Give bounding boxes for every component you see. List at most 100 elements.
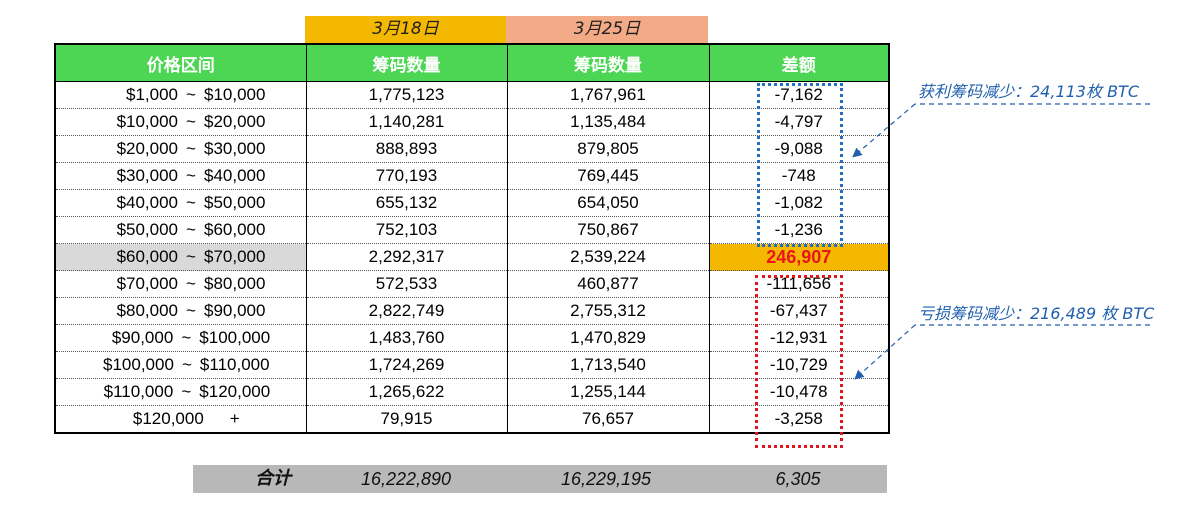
- table-row: $110,000 ~ $120,000 1,265,622 1,255,144 -10,4…: [54, 378, 889, 406]
- col-header-difference: 差额: [708, 44, 889, 82]
- chips-mar25-cell: 654,050: [506, 189, 709, 217]
- range-high: $10,000: [204, 85, 266, 104]
- col-header-price-range: 价格区间: [54, 44, 306, 82]
- total-label: 合计: [255, 468, 291, 489]
- range-low: $20,000: [116, 139, 179, 158]
- price-range-cell: $60,000 ~ $70,000: [54, 243, 306, 271]
- table-row: $80,000 ~ $90,000 2,822,749 2,755,312 -67,437: [54, 297, 889, 325]
- range-low: $90,000: [111, 328, 174, 347]
- total-chips-mar25: 16,229,195: [560, 469, 652, 489]
- total-difference: 6,305: [775, 469, 821, 489]
- chips-mar18-cell: 752,103: [305, 216, 507, 244]
- price-range-cell: $110,000 ~ $120,000: [54, 378, 306, 406]
- range-separator: ~: [181, 328, 192, 347]
- chips-mar18-cell: 1,140,281: [305, 108, 507, 136]
- date-header-mar18: 3月18日: [305, 16, 506, 43]
- table-row: $60,000 ~ $70,000 2,292,317 2,539,224 246,907: [54, 243, 889, 271]
- range-separator: ~: [186, 85, 196, 104]
- difference-cell: -10,478: [708, 378, 889, 406]
- range-high: $60,000: [204, 220, 266, 239]
- range-low: $110,000: [103, 382, 174, 401]
- chips-mar18-cell: 888,893: [305, 135, 507, 163]
- range-low: $50,000: [116, 220, 179, 239]
- price-range-cell: $120,000 +: [54, 405, 306, 433]
- table-row: $120,000 +79,915 76,657 -3,258: [54, 405, 889, 433]
- range-low: $10,000: [116, 112, 179, 131]
- price-range-cell: $30,000 ~ $40,000: [54, 162, 306, 190]
- chips-mar18-cell: 1,775,123: [305, 81, 507, 109]
- chips-mar18-cell: 2,822,749: [305, 297, 507, 325]
- price-range-cell: $40,000 ~ $50,000: [54, 189, 306, 217]
- range-separator: ~: [186, 112, 196, 131]
- table-row: $70,000 ~ $80,000 572,533 460,877 -111,656: [54, 270, 889, 298]
- price-range-cell: $90,000 ~ $100,000: [54, 324, 306, 352]
- table-row: $50,000 ~ $60,000 752,103 750,867 -1,236: [54, 216, 889, 244]
- table-row: $90,000 ~ $100,000 1,483,760 1,470,829 -12,93…: [54, 324, 889, 352]
- range-separator: ~: [181, 382, 192, 401]
- chips-mar18-cell: 1,724,269: [305, 351, 507, 379]
- chips-mar25-cell: 2,539,224: [506, 243, 709, 271]
- range-high: $20,000: [204, 112, 266, 131]
- range-separator: ~: [186, 301, 196, 320]
- range-low: $70,000: [116, 274, 179, 293]
- range-low: $120,000: [132, 409, 204, 428]
- price-range-cell: $80,000 ~ $90,000: [54, 297, 306, 325]
- range-high: $120,000: [199, 382, 271, 401]
- table-row: $40,000 ~ $50,000 655,132 654,050 -1,082: [54, 189, 889, 217]
- range-high: $30,000: [204, 139, 266, 158]
- price-range-cell: $1,000 ~ $10,000: [54, 81, 306, 109]
- range-separator: ~: [186, 220, 196, 239]
- chips-mar18-cell: 2,292,317: [305, 243, 507, 271]
- range-low: $60,000: [116, 247, 179, 266]
- table-row: $1,000 ~ $10,000 1,775,123 1,767,961 -7,162: [54, 81, 889, 109]
- range-high: $90,000: [204, 301, 266, 320]
- difference-cell: -111,656: [708, 270, 889, 298]
- range-separator: ~: [186, 274, 196, 293]
- col-header-chips-mar25: 筹码数量: [506, 44, 709, 82]
- range-high: $70,000: [204, 247, 266, 266]
- range-low: $1,000: [126, 85, 179, 104]
- chips-mar25-cell: 1,470,829: [506, 324, 709, 352]
- loss-note-arrow: [854, 324, 916, 380]
- table-row: $30,000 ~ $40,000 770,193 769,445 -748: [54, 162, 889, 190]
- difference-cell: -7,162: [708, 81, 889, 109]
- range-separator: ~: [186, 193, 196, 212]
- chip-distribution-table: 价格区间 筹码数量 筹码数量 差额 $1,000 ~ $10,000 1,775,12…: [54, 43, 890, 434]
- total-row: 合计 16,222,890 16,229,195 6,305: [193, 465, 887, 493]
- chips-mar25-cell: 1,255,144: [506, 378, 709, 406]
- range-separator: ~: [181, 355, 192, 374]
- range-separator: ~: [186, 247, 196, 266]
- range-separator: ~: [186, 139, 196, 158]
- range-high: $40,000: [204, 166, 266, 185]
- price-range-cell: $50,000 ~ $60,000: [54, 216, 306, 244]
- range-high: $100,000: [199, 328, 271, 347]
- chips-mar25-cell: 769,445: [506, 162, 709, 190]
- price-range-cell: $100,000 ~ $110,000: [54, 351, 306, 379]
- chips-mar18-cell: 655,132: [305, 189, 507, 217]
- chips-mar18-cell: 770,193: [305, 162, 507, 190]
- chips-mar18-cell: 572,533: [305, 270, 507, 298]
- range-low: $30,000: [116, 166, 179, 185]
- total-chips-mar18: 16,222,890: [360, 469, 452, 489]
- difference-cell: -3,258: [708, 405, 889, 433]
- difference-cell: -67,437: [708, 297, 889, 325]
- chips-mar25-cell: 750,867: [506, 216, 709, 244]
- date-header-mar25: 3月25日: [506, 16, 708, 43]
- chips-mar25-cell: 879,805: [506, 135, 709, 163]
- range-low: $80,000: [116, 301, 179, 320]
- chips-mar25-cell: 460,877: [506, 270, 709, 298]
- price-range-cell: $70,000 ~ $80,000: [54, 270, 306, 298]
- difference-cell: -4,797: [708, 108, 889, 136]
- range-separator: ~: [186, 166, 196, 185]
- table-row: $10,000 ~ $20,000 1,140,281 1,135,484 -4,797: [54, 108, 889, 136]
- range-high: $80,000: [204, 274, 266, 293]
- range-low: $100,000: [103, 355, 174, 374]
- loss-chips-decrease-note: 亏损筹码减少：216,489 枚 BTC: [918, 304, 1155, 323]
- chips-mar18-cell: 79,915: [305, 405, 507, 433]
- difference-cell: -12,931: [708, 324, 889, 352]
- difference-cell: -1,082: [708, 189, 889, 217]
- range-high: $50,000: [204, 193, 266, 212]
- chips-mar25-cell: 2,755,312: [506, 297, 709, 325]
- price-range-cell: $20,000 ~ $30,000: [54, 135, 306, 163]
